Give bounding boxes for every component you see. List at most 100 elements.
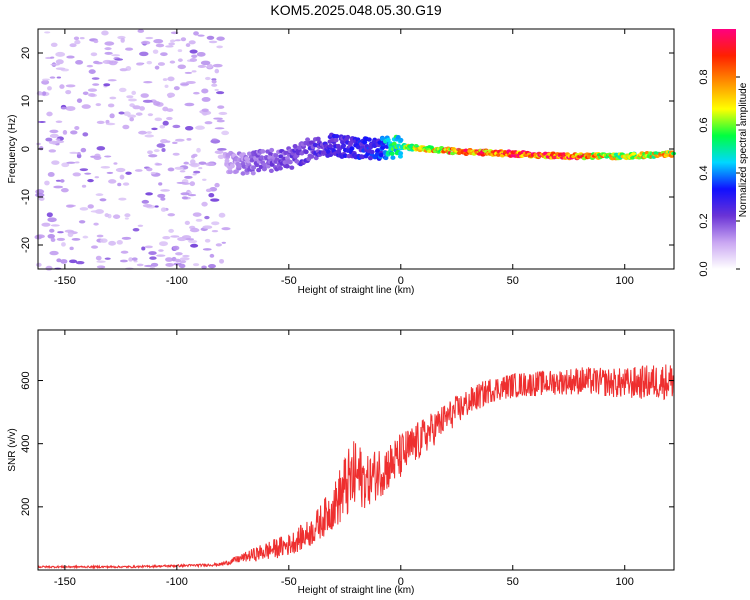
spectrogram-noise-blob: [143, 80, 153, 84]
spectrogram-noise-blob: [204, 76, 211, 81]
spectrogram-noise-blob: [180, 192, 190, 196]
spectrogram-noise-blob: [201, 88, 209, 94]
spectrogram-noise-blob: [114, 58, 124, 61]
spectrogram-noise-blob: [153, 101, 161, 106]
spectrogram-noise-blob: [221, 241, 226, 244]
spectrogram-x-ticks: -150 -100 -50 0 50 100: [54, 29, 634, 287]
spectrogram-ridge-cell: [389, 151, 395, 156]
x-tick-label: 100: [616, 275, 634, 287]
spectrogram-noise-blob: [96, 146, 106, 151]
spectrogram-noise-blob: [90, 210, 101, 213]
spectrogram-ridge-cell: [355, 145, 361, 150]
spectrogram-ridge-cell: [240, 171, 246, 176]
spectrogram-noise-blob: [88, 93, 96, 97]
spectrogram-noise-blob: [153, 149, 160, 153]
spectrogram-noise-blob: [186, 138, 192, 141]
spectrogram-noise-blob: [49, 133, 59, 139]
colorbar-gradient: [712, 29, 736, 269]
spectrogram-noise-blob: [113, 162, 118, 165]
spectrogram-noise-blob: [213, 117, 223, 120]
spectrogram-noise-blob: [38, 146, 44, 151]
spectrogram-noise-blob: [193, 91, 200, 95]
spectrogram-ridge-cell: [260, 149, 266, 154]
spectrogram-ridge-cell: [261, 162, 267, 168]
spectrogram-noise-blob: [140, 40, 151, 45]
spectrogram-noise-blob: [162, 120, 169, 126]
spectrogram-noise-blob: [76, 98, 83, 103]
spectrogram-noise-blob: [162, 78, 168, 81]
x-tick-label: -100: [166, 275, 188, 287]
spectrogram-noise-blob: [154, 65, 160, 70]
spectrogram-noise-blob: [192, 153, 198, 158]
spectrogram-noise-blob: [50, 56, 55, 59]
spectrogram-noise-blob: [169, 60, 176, 64]
spectrogram-noise-blob: [221, 130, 230, 136]
spectrogram-noise-blob: [155, 43, 165, 48]
spectrogram-noise-blob: [152, 49, 159, 54]
spectrogram-noise-blob: [49, 76, 56, 79]
x-tick-label: 100: [616, 576, 634, 588]
spectrogram-noise-blob: [214, 88, 219, 92]
spectrogram-noise-blob: [189, 49, 198, 54]
spectrogram-noise-blob: [202, 112, 208, 116]
spectrogram-noise-blob: [72, 172, 81, 177]
spectrogram-noise-blob: [140, 93, 149, 98]
spectrogram-noise-blob: [146, 167, 153, 172]
spectrogram-noise-blob: [119, 68, 128, 72]
x-tick-label: -150: [54, 275, 76, 287]
spectrogram-noise-blob: [217, 105, 225, 109]
spectrogram-noise-blob: [115, 167, 126, 173]
spectrogram-ridge-cell: [268, 151, 274, 157]
spectrogram-noise-blob: [79, 168, 89, 172]
spectrogram-noise-blob: [69, 259, 78, 264]
spectrogram-noise-blob: [157, 62, 166, 66]
snr-x-axis-label: Height of straight line (km): [298, 585, 415, 596]
spectrogram-ridge-cell: [366, 137, 372, 142]
spectrogram-noise-blob: [160, 139, 168, 144]
spectrogram-ridge-cell: [342, 153, 348, 159]
spectrogram-noise-blob: [78, 220, 86, 224]
spectrogram-noise-blob: [188, 163, 198, 166]
spectrogram-noise-blob: [216, 45, 223, 49]
spectrogram-noise-blob: [165, 262, 174, 267]
spectrogram-noise-blob: [161, 147, 166, 152]
spectrogram-noise-blob: [142, 204, 153, 208]
spectrogram-noise-blob: [197, 34, 205, 37]
colorbar-label: Normalized spectral amplitude: [738, 82, 749, 217]
spectrogram-noise-blob: [169, 39, 176, 43]
spectrogram-noise-blob: [84, 172, 92, 175]
spectrogram-noise-blob: [172, 124, 181, 129]
spectrogram-noise-blob: [47, 217, 57, 223]
spectrogram-noise-blob: [100, 238, 108, 243]
spectrogram-noise-blob: [158, 249, 164, 252]
spectrogram-ridge-cell: [227, 169, 233, 175]
spectrogram-noise-blob: [164, 84, 169, 89]
spectrogram-noise-blob: [174, 258, 182, 263]
spectrogram-noise-blob: [75, 60, 84, 65]
spectrogram-noise-blob: [92, 83, 100, 86]
spectrogram-noise-blob: [162, 106, 169, 112]
spectrogram-noise-blob: [216, 119, 225, 123]
spectrogram-noise-blob: [96, 265, 106, 269]
spectrogram-noise-blob: [180, 37, 187, 42]
spectrogram-noise-blob: [107, 103, 115, 108]
spectrogram-noise-blob: [51, 160, 60, 165]
spectrogram-noise-blob: [160, 52, 168, 57]
spectrogram-noise-blob: [156, 254, 166, 257]
spectrogram-noise-blob: [118, 111, 125, 115]
spectrogram-ridge-cell: [277, 166, 283, 171]
colorbar-tick-label: 0.8: [698, 69, 710, 84]
spectrogram-noise-blob: [167, 76, 175, 82]
spectrogram-noise-blob: [128, 257, 133, 262]
spectrogram-noise-blob: [160, 189, 170, 192]
spectrogram-noise-blob: [148, 154, 158, 158]
spectrogram-noise-blob: [185, 238, 195, 241]
spectrogram-noise-blob: [81, 104, 91, 109]
snr-panel: -150 -100 -50 0 50 100 200 400 600 Height of st…: [7, 329, 675, 596]
spectrogram-ridge-cell: [251, 165, 257, 170]
spectrogram-noise-blob: [190, 243, 199, 248]
spectrogram-noise-blob: [201, 97, 211, 102]
spectrogram-noise-blob: [106, 171, 114, 174]
spectrogram-noise-blob: [57, 231, 64, 234]
